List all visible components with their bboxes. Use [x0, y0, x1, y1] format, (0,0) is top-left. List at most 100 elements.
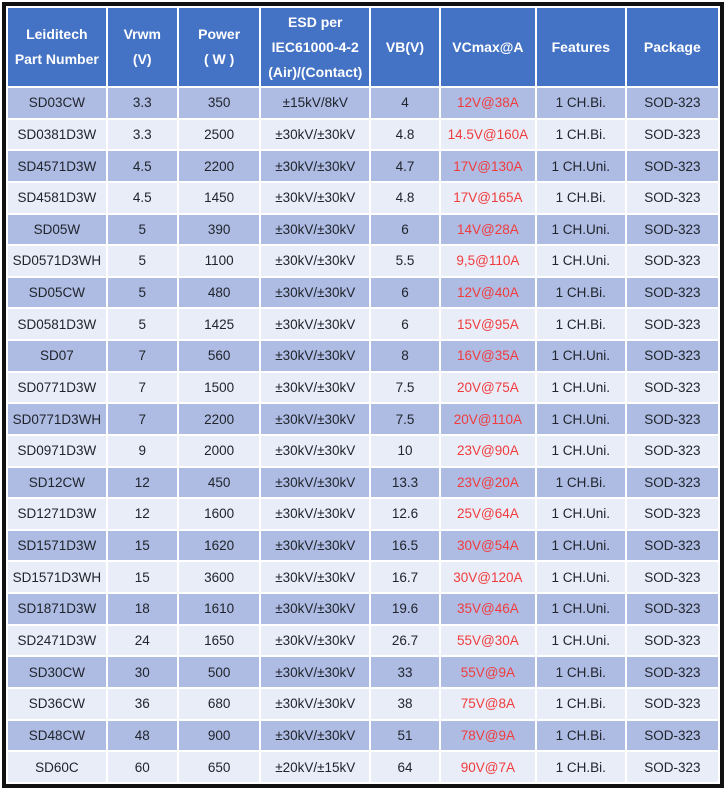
cell-vb: 7.5: [369, 402, 441, 436]
cell-vb: 16.7: [369, 560, 441, 594]
header-line: Features: [551, 38, 610, 55]
table-row: SD0771D3W 7 1500 ±30kV/±30kV 7.5 20V@75A…: [6, 370, 721, 405]
header-line: Package: [643, 38, 701, 55]
cell-vb: 33: [369, 655, 441, 689]
cell-vb: 4.8: [369, 117, 441, 152]
cell-part-number: SD0581D3W: [6, 307, 108, 341]
cell-package: SOD-323: [624, 528, 721, 563]
cell-vcmax: 30V@54A: [438, 528, 537, 563]
cell-vcmax: 90V@7A: [438, 750, 537, 784]
cell-vrwm: 30: [105, 655, 179, 689]
cell-power: 450: [176, 465, 262, 500]
header-line: VB(V): [385, 38, 425, 55]
cell-esd: ±30kV/±30kV: [259, 117, 372, 152]
cell-vrwm: 3.3: [105, 117, 179, 152]
cell-vb: 4.8: [369, 180, 441, 215]
cell-vrwm: 15: [105, 560, 179, 594]
cell-power: 680: [176, 686, 262, 721]
cell-vcmax: 14.5V@160A: [438, 117, 537, 152]
cell-power: 2000: [176, 433, 262, 468]
table-row: SD1571D3W 15 1620 ±30kV/±30kV 16.5 30V@5…: [6, 528, 721, 563]
cell-part-number: SD48CW: [6, 718, 108, 753]
table-row: SD0971D3W 9 2000 ±30kV/±30kV 10 23V@90A …: [6, 433, 721, 468]
cell-package: SOD-323: [624, 592, 721, 626]
cell-vcmax: 15V@95A: [438, 307, 537, 341]
cell-vrwm: 7: [105, 402, 179, 436]
cell-features: 1 CH.Bi.: [534, 275, 627, 310]
cell-vcmax: 25V@64A: [438, 497, 537, 531]
cell-vcmax: 35V@46A: [438, 592, 537, 626]
cell-power: 1500: [176, 370, 262, 405]
cell-esd: ±30kV/±30kV: [259, 465, 372, 500]
cell-power: 1610: [176, 592, 262, 626]
cell-part-number: SD1571D3W: [6, 528, 108, 563]
cell-part-number: SD0771D3WH: [6, 402, 108, 436]
cell-vrwm: 5: [105, 307, 179, 341]
cell-package: SOD-323: [624, 212, 721, 247]
cell-part-number: SD12CW: [6, 465, 108, 500]
cell-features: 1 CH.Bi.: [534, 465, 627, 500]
cell-part-number: SD4571D3W: [6, 149, 108, 183]
cell-part-number: SD1271D3W: [6, 497, 108, 531]
cell-package: SOD-323: [624, 86, 721, 120]
cell-power: 350: [176, 86, 262, 120]
cell-part-number: SD05CW: [6, 275, 108, 310]
cell-part-number: SD03CW: [6, 86, 108, 120]
header-features: Features: [534, 6, 627, 88]
cell-vb: 38: [369, 686, 441, 721]
header-package: Package: [624, 6, 721, 88]
cell-vb: 64: [369, 750, 441, 784]
cell-part-number: SD36CW: [6, 686, 108, 721]
table-row: SD0581D3W 5 1425 ±30kV/±30kV 6 15V@95A 1…: [6, 307, 721, 341]
table-row: SD60C 60 650 ±20kV/±15kV 64 90V@7A 1 CH.…: [6, 750, 721, 784]
table-row: SD1871D3W 18 1610 ±30kV/±30kV 19.6 35V@4…: [6, 592, 721, 626]
table-row: SD07 7 560 ±30kV/±30kV 8 16V@35A 1 CH.Un…: [6, 339, 721, 373]
header-esd: ESD per IEC61000-4-2 (Air)/(Contact): [259, 6, 372, 88]
cell-part-number: SD05W: [6, 212, 108, 247]
cell-package: SOD-323: [624, 339, 721, 373]
cell-esd: ±30kV/±30kV: [259, 718, 372, 753]
cell-package: SOD-323: [624, 560, 721, 594]
cell-vrwm: 48: [105, 718, 179, 753]
cell-vcmax: 55V@30A: [438, 623, 537, 658]
cell-esd: ±30kV/±30kV: [259, 339, 372, 373]
cell-vb: 10: [369, 433, 441, 468]
cell-power: 1425: [176, 307, 262, 341]
cell-esd: ±20kV/±15kV: [259, 750, 372, 784]
cell-power: 2200: [176, 402, 262, 436]
cell-power: 650: [176, 750, 262, 784]
cell-part-number: SD0771D3W: [6, 370, 108, 405]
cell-part-number: SD4581D3W: [6, 180, 108, 215]
cell-package: SOD-323: [624, 655, 721, 689]
cell-package: SOD-323: [624, 180, 721, 215]
cell-package: SOD-323: [624, 117, 721, 152]
cell-package: SOD-323: [624, 686, 721, 721]
cell-vb: 51: [369, 718, 441, 753]
cell-vcmax: 75V@8A: [438, 686, 537, 721]
header-line: Part Number: [14, 51, 99, 67]
cell-esd: ±30kV/±30kV: [259, 180, 372, 215]
cell-package: SOD-323: [624, 402, 721, 436]
cell-power: 1650: [176, 623, 262, 658]
cell-vcmax: 20V@110A: [438, 402, 537, 436]
table-body: SD03CW 3.3 350 ±15kV/8kV 4 12V@38A 1 CH.…: [6, 86, 721, 784]
cell-features: 1 CH.Bi.: [534, 86, 627, 120]
header-line: ( W ): [203, 51, 235, 67]
table-row: SD36CW 36 680 ±30kV/±30kV 38 75V@8A 1 CH…: [6, 686, 721, 721]
cell-features: 1 CH.Bi.: [534, 180, 627, 215]
cell-features: 1 CH.Bi.: [534, 655, 627, 689]
cell-esd: ±30kV/±30kV: [259, 528, 372, 563]
cell-vb: 5.5: [369, 244, 441, 278]
cell-vcmax: 55V@9A: [438, 655, 537, 689]
cell-vb: 26.7: [369, 623, 441, 658]
cell-package: SOD-323: [624, 433, 721, 468]
cell-esd: ±30kV/±30kV: [259, 433, 372, 468]
cell-vrwm: 36: [105, 686, 179, 721]
cell-power: 1620: [176, 528, 262, 563]
cell-package: SOD-323: [624, 750, 721, 784]
header-line: VCmax@A: [452, 38, 524, 55]
cell-features: 1 CH.Uni.: [534, 244, 627, 278]
cell-vb: 12.6: [369, 497, 441, 531]
cell-power: 2200: [176, 149, 262, 183]
